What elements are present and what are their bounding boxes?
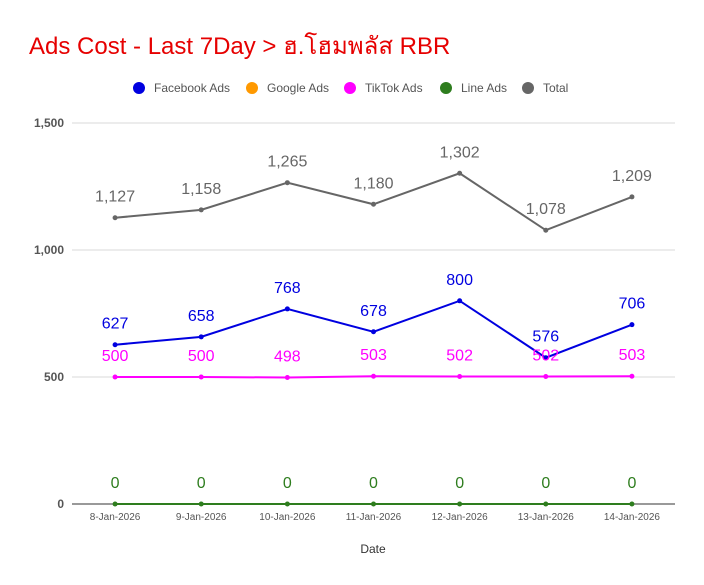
x-tick-label: 14-Jan-2026 bbox=[604, 512, 661, 523]
legend-marker-total bbox=[522, 82, 534, 94]
x-tick-label: 11-Jan-2026 bbox=[346, 512, 402, 523]
legend-label-google-ads: Google Ads bbox=[267, 81, 329, 95]
data-point-tiktok-ads bbox=[112, 374, 118, 380]
data-point-total bbox=[629, 194, 635, 200]
data-label-tiktok-ads: 500 bbox=[188, 348, 215, 365]
x-axis-ticks: 8-Jan-2026 9-Jan-2026 10-Jan-2026 11-Jan-20… bbox=[90, 512, 661, 523]
chart-title: Ads Cost - Last 7Day > ฮ.โฮมพลัส RBR bbox=[29, 32, 450, 60]
data-label-line-ads: 0 bbox=[111, 475, 120, 492]
data-point-facebook-ads bbox=[543, 355, 549, 361]
data-point-total bbox=[371, 201, 376, 207]
data-point-line-ads bbox=[198, 501, 204, 507]
data-point-total bbox=[543, 227, 549, 233]
data-point-line-ads bbox=[112, 501, 118, 507]
data-point-tiktok-ads bbox=[629, 373, 635, 379]
data-point-tiktok-ads bbox=[284, 375, 290, 381]
data-label-facebook-ads: 627 bbox=[102, 316, 129, 333]
y-tick-label: 1,000 bbox=[34, 243, 64, 257]
data-label-facebook-ads: 706 bbox=[619, 296, 646, 313]
data-label-facebook-ads: 800 bbox=[446, 272, 473, 289]
legend-label-facebook-ads: Facebook Ads bbox=[154, 81, 230, 95]
legend-marker-facebook-ads bbox=[133, 82, 145, 94]
x-axis-label: Date bbox=[360, 542, 386, 556]
data-label-tiktok-ads: 503 bbox=[360, 347, 387, 364]
data-point-line-ads bbox=[371, 501, 376, 507]
data-label-total: 1,265 bbox=[267, 154, 307, 171]
data-label-line-ads: 0 bbox=[283, 475, 292, 492]
data-point-total bbox=[112, 215, 118, 221]
x-tick-label: 10-Jan-2026 bbox=[259, 512, 316, 523]
data-labels: 627 658 768 678 800 576 706 500 500 498 503 502 502 5… bbox=[95, 144, 652, 492]
data-label-total: 1,209 bbox=[612, 168, 652, 185]
y-tick-label: 1,500 bbox=[34, 116, 64, 130]
data-label-tiktok-ads: 503 bbox=[619, 347, 646, 364]
data-point-total bbox=[457, 170, 463, 176]
x-tick-label: 8-Jan-2026 bbox=[90, 512, 141, 523]
legend-label-tiktok-ads: TikTok Ads bbox=[365, 81, 423, 95]
x-tick-label: 12-Jan-2026 bbox=[432, 512, 489, 523]
legend-label-total: Total bbox=[543, 81, 568, 95]
data-label-total: 1,302 bbox=[440, 144, 480, 161]
data-point-total bbox=[198, 207, 204, 213]
legend-label-line-ads: Line Ads bbox=[461, 81, 507, 95]
data-label-tiktok-ads: 502 bbox=[446, 347, 473, 364]
data-point-line-ads bbox=[629, 501, 635, 507]
data-label-total: 1,127 bbox=[95, 189, 135, 206]
data-label-facebook-ads: 576 bbox=[532, 329, 559, 346]
data-label-total: 1,180 bbox=[353, 175, 393, 192]
x-tick-label: 13-Jan-2026 bbox=[518, 512, 575, 523]
data-point-facebook-ads bbox=[457, 298, 463, 304]
data-label-tiktok-ads: 502 bbox=[532, 347, 559, 364]
data-point-line-ads bbox=[543, 501, 549, 507]
data-point-facebook-ads bbox=[112, 342, 118, 348]
data-point-tiktok-ads bbox=[543, 373, 549, 379]
y-axis-ticks: 0 500 1,000 1,500 bbox=[34, 116, 64, 511]
data-point-tiktok-ads bbox=[198, 374, 204, 380]
data-point-line-ads bbox=[284, 501, 290, 507]
data-point-facebook-ads bbox=[198, 334, 204, 340]
data-label-line-ads: 0 bbox=[455, 475, 464, 492]
data-point-facebook-ads bbox=[284, 306, 290, 312]
data-label-facebook-ads: 678 bbox=[360, 303, 387, 320]
legend: Facebook Ads Google Ads TikTok Ads Line Ads… bbox=[133, 81, 568, 95]
y-tick-label: 500 bbox=[44, 370, 64, 384]
data-point-facebook-ads bbox=[371, 329, 376, 335]
data-label-line-ads: 0 bbox=[369, 475, 378, 492]
data-point-tiktok-ads bbox=[371, 373, 376, 379]
data-label-line-ads: 0 bbox=[627, 475, 636, 492]
data-label-line-ads: 0 bbox=[541, 475, 550, 492]
data-label-facebook-ads: 768 bbox=[274, 280, 301, 297]
data-point-tiktok-ads bbox=[457, 373, 463, 379]
data-label-facebook-ads: 658 bbox=[188, 308, 215, 325]
x-tick-label: 9-Jan-2026 bbox=[176, 512, 227, 523]
data-point-line-ads bbox=[457, 501, 463, 507]
data-point-total bbox=[284, 180, 290, 186]
data-point-facebook-ads bbox=[629, 322, 635, 328]
data-label-line-ads: 0 bbox=[197, 475, 206, 492]
data-label-tiktok-ads: 498 bbox=[274, 349, 301, 366]
data-label-tiktok-ads: 500 bbox=[102, 348, 129, 365]
data-label-total: 1,078 bbox=[526, 201, 566, 218]
series-lines bbox=[112, 170, 635, 507]
y-tick-label: 0 bbox=[57, 497, 64, 511]
legend-marker-google-ads bbox=[246, 82, 258, 94]
data-label-total: 1,158 bbox=[181, 181, 221, 198]
legend-marker-tiktok-ads bbox=[344, 82, 356, 94]
legend-marker-line-ads bbox=[440, 82, 452, 94]
